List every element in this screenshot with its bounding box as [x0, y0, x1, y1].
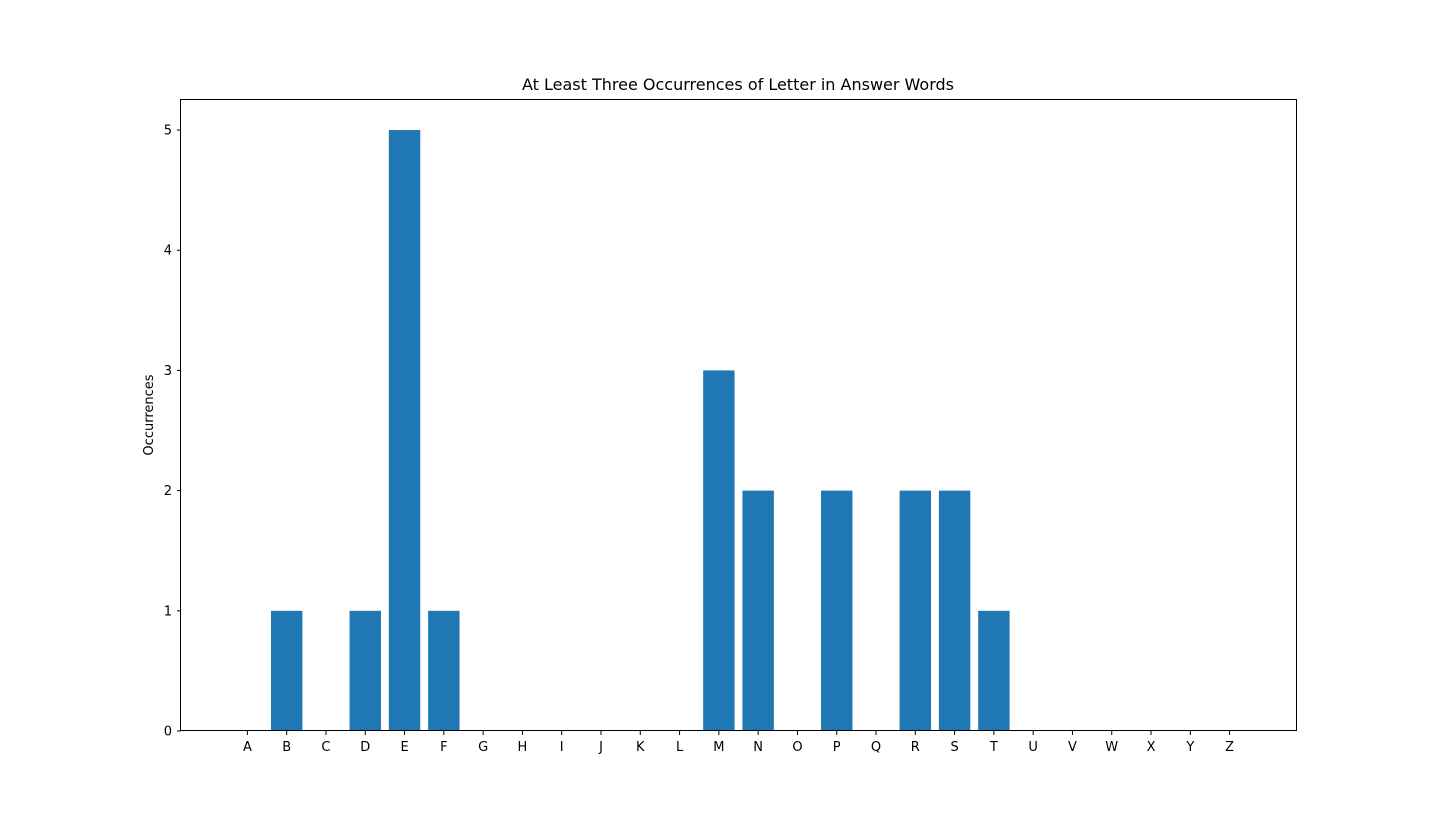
chart-title: At Least Three Occurrences of Letter in …	[522, 75, 954, 94]
bar-d	[349, 610, 381, 731]
x-tick-label: M	[713, 740, 724, 755]
x-tick-label: B	[282, 740, 291, 755]
y-tick-label: 1	[164, 604, 172, 619]
bar-s	[938, 490, 971, 731]
x-tick-label: C	[321, 740, 330, 755]
bar-t	[978, 610, 1010, 731]
x-tick-label: N	[753, 740, 763, 755]
bar-n	[742, 490, 774, 731]
y-tick-label: 4	[164, 244, 172, 259]
x-tick-label: P	[833, 740, 841, 755]
y-tick-label: 3	[164, 364, 172, 379]
x-tick-label: J	[598, 740, 603, 755]
x-tick-label: L	[676, 740, 684, 755]
x-tick-label: H	[518, 740, 528, 755]
x-tick-label: U	[1028, 740, 1038, 755]
bar-p	[821, 490, 853, 731]
y-axis-label: Occurrences	[142, 374, 157, 455]
x-tick-label: K	[636, 740, 645, 755]
y-tick-label: 0	[164, 725, 172, 740]
x-tick-label: X	[1147, 740, 1156, 755]
x-tick-label: S	[950, 740, 958, 755]
x-tick-label: E	[400, 740, 408, 755]
bar-r	[899, 490, 932, 731]
x-tick-label: F	[440, 740, 447, 755]
x-tick-label: O	[792, 740, 802, 755]
x-tick-label: G	[478, 740, 488, 755]
y-tick-label: 5	[164, 124, 172, 139]
bar-m	[703, 370, 735, 731]
x-tick-label: T	[989, 740, 998, 755]
x-tick-label: I	[560, 740, 564, 755]
plot-frame	[180, 99, 1297, 731]
x-tick-label: D	[360, 740, 370, 755]
x-tick-label: V	[1068, 740, 1077, 755]
x-tick-label: Z	[1225, 740, 1234, 755]
x-tick-label: W	[1105, 740, 1118, 755]
bar-f	[428, 610, 460, 731]
x-tick-label: Q	[871, 740, 881, 755]
x-axis-ticks: A B C D E F G H I J K L M N O P Q R S T U V W X Y Z	[243, 731, 1234, 755]
bars-group	[270, 130, 1010, 732]
x-tick-label: Y	[1185, 740, 1194, 755]
y-tick-label: 2	[164, 484, 172, 499]
bar-b	[270, 610, 303, 731]
x-tick-label: A	[243, 740, 252, 755]
bar-e	[388, 130, 421, 732]
x-tick-label: R	[911, 740, 920, 755]
